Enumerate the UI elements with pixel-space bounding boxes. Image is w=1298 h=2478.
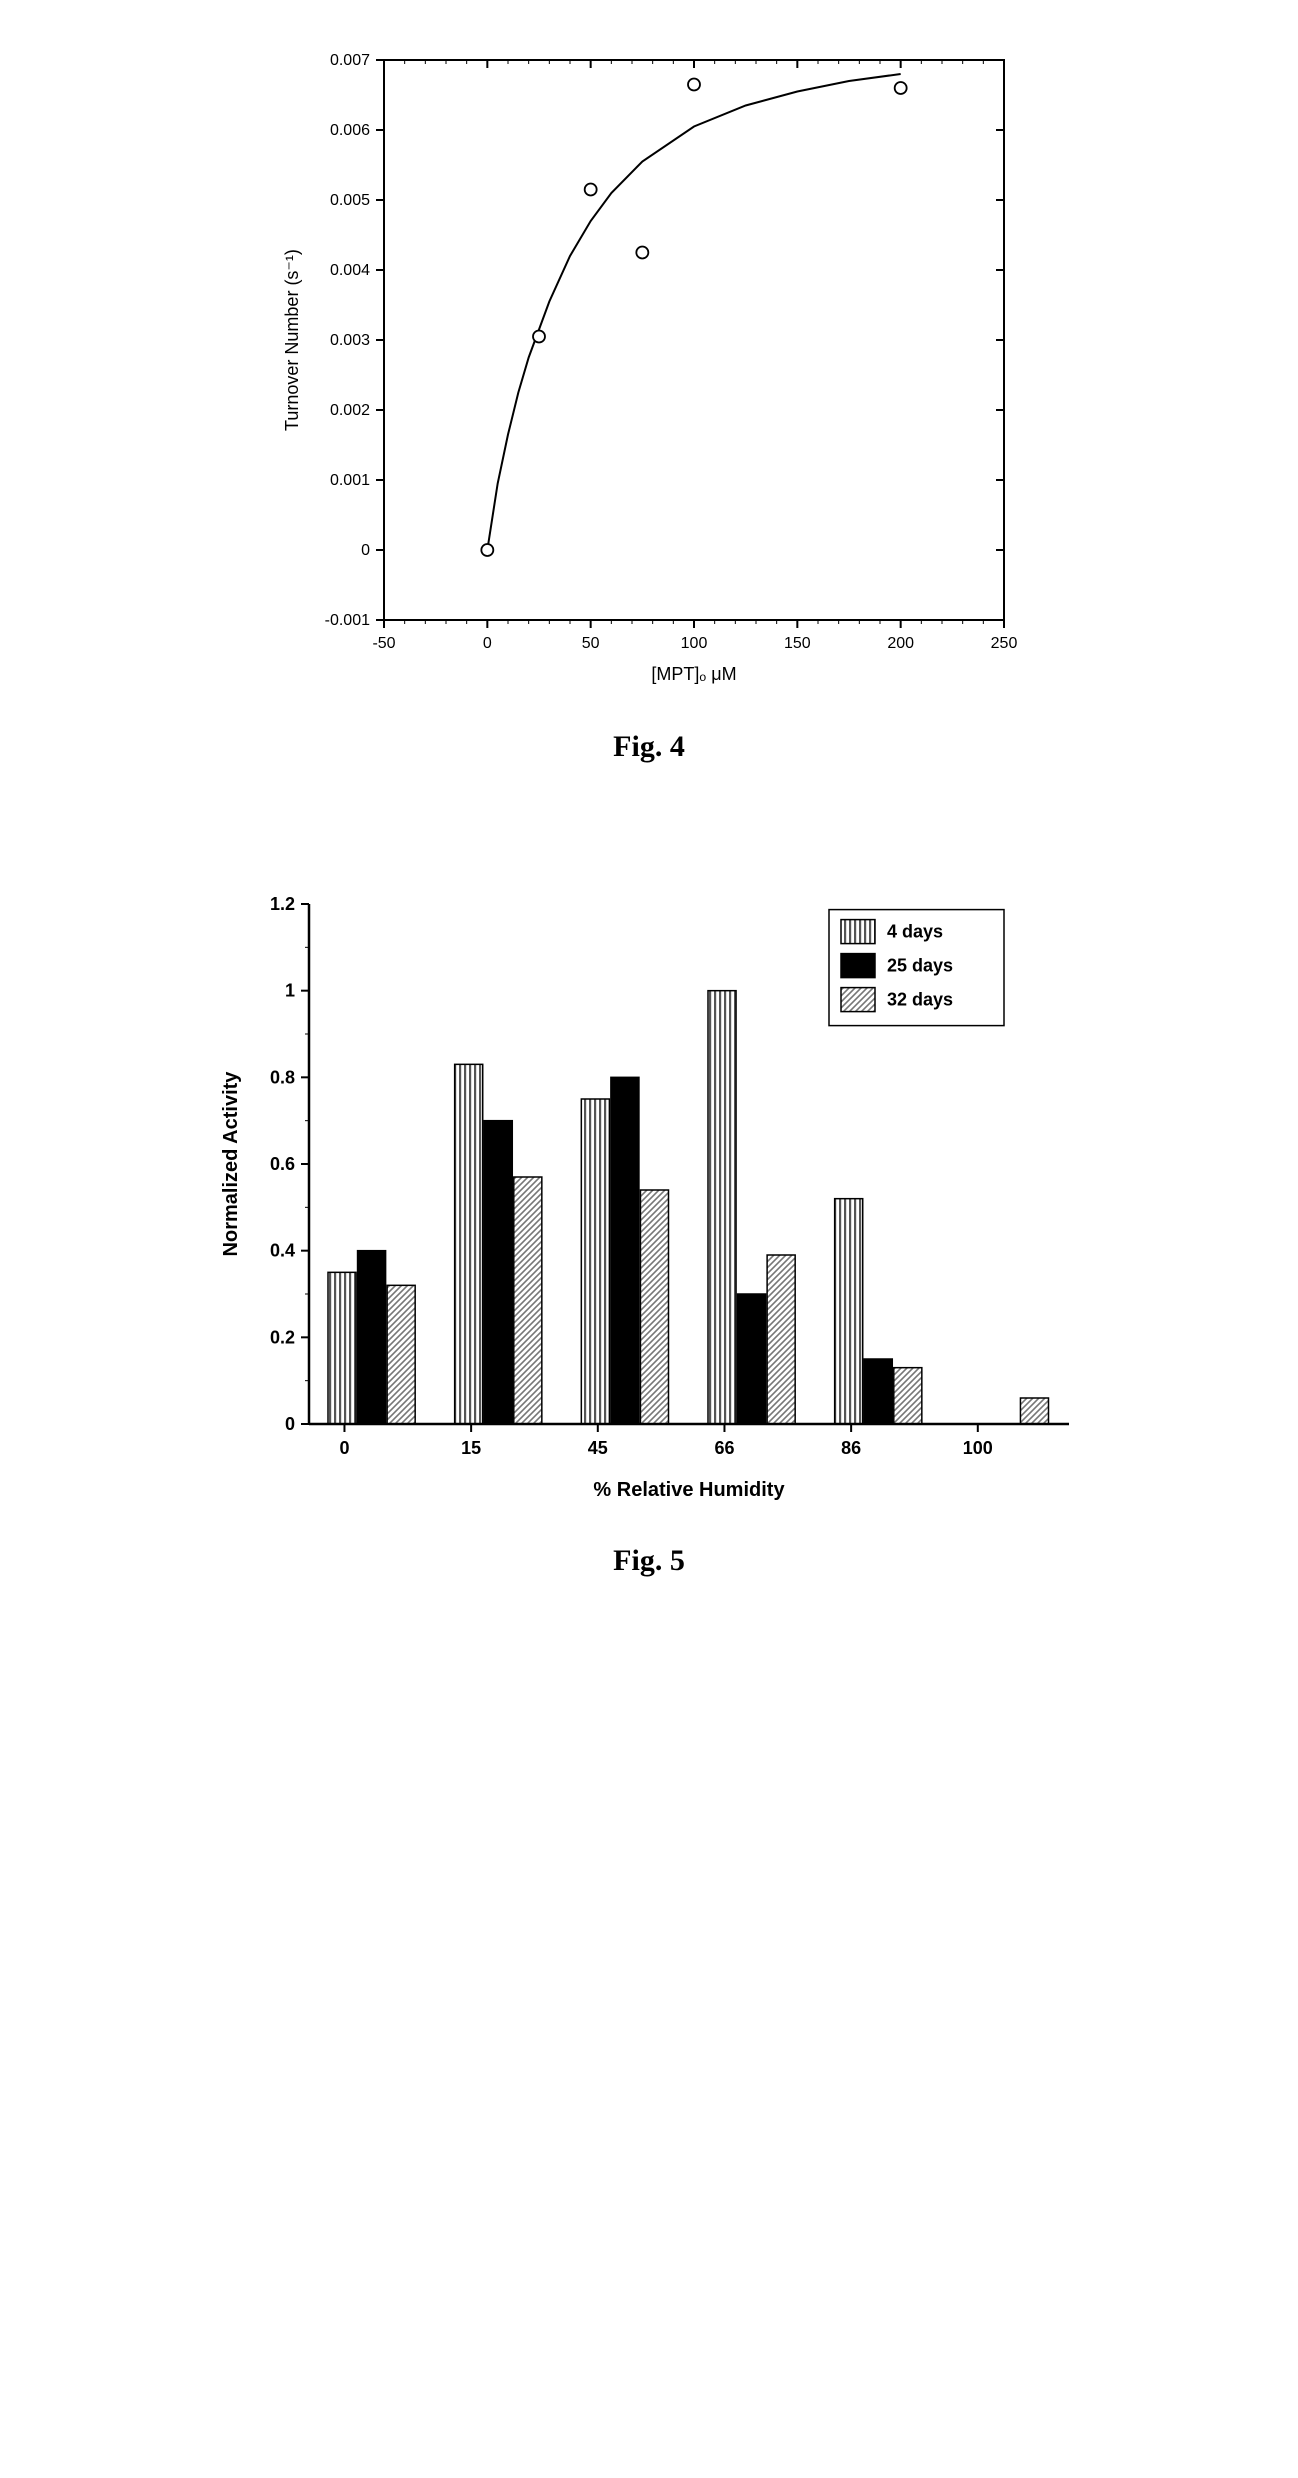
svg-text:0.006: 0.006 [330,122,370,139]
svg-text:66: 66 [714,1438,734,1458]
bar [767,1255,795,1424]
bar [455,1064,483,1424]
bar [894,1368,922,1424]
svg-text:1.2: 1.2 [270,894,295,914]
svg-text:Turnover Number (s⁻¹): Turnover Number (s⁻¹) [282,249,302,431]
fig4-chart: -50 0 50 100 150 200 250 -0.001 0 0.001 0.002 0.003… [274,40,1024,700]
bar [611,1077,639,1424]
bar [1020,1398,1048,1424]
svg-text:0: 0 [285,1414,295,1434]
svg-text:45: 45 [588,1438,608,1458]
svg-text:250: 250 [991,635,1018,652]
bar [738,1294,766,1424]
bar [708,991,736,1424]
bar [581,1099,609,1424]
figure-4: -50 0 50 100 150 200 250 -0.001 0 0.001 0.002 0.003… [274,40,1024,764]
bar [514,1177,542,1424]
svg-text:0.005: 0.005 [330,192,370,209]
scatter-point [895,82,907,94]
svg-text:0: 0 [361,542,370,559]
svg-text:-50: -50 [372,635,395,652]
legend-label: 4 days [887,922,943,942]
legend-label: 32 days [887,990,953,1010]
fig4-caption: Fig. 4 [613,730,685,764]
svg-text:% Relative Humidity: % Relative Humidity [593,1479,785,1501]
scatter-point [533,331,545,343]
svg-text:15: 15 [461,1438,481,1458]
svg-text:[MPT]ₒ μM: [MPT]ₒ μM [651,664,736,684]
svg-text:86: 86 [841,1438,861,1458]
svg-text:-0.001: -0.001 [325,612,370,629]
svg-text:0.007: 0.007 [330,52,370,69]
svg-text:0: 0 [339,1438,349,1458]
figure-5: 0 0.2 0.4 0.6 0.8 1 1.2 0 15 45 66 86 100 % Relative … [209,884,1089,1578]
svg-text:150: 150 [784,635,811,652]
bar [387,1285,415,1424]
legend-swatch [841,920,875,944]
svg-text:0.4: 0.4 [270,1241,295,1261]
svg-text:0.003: 0.003 [330,332,370,349]
scatter-point [585,184,597,196]
svg-text:200: 200 [887,635,914,652]
svg-text:0.001: 0.001 [330,472,370,489]
svg-text:100: 100 [681,635,708,652]
legend-label: 25 days [887,956,953,976]
bar [864,1359,892,1424]
scatter-point [481,544,493,556]
fig5-chart: 0 0.2 0.4 0.6 0.8 1 1.2 0 15 45 66 86 100 % Relative … [209,884,1089,1514]
bar [484,1121,512,1424]
bar [328,1272,356,1424]
bar [358,1251,386,1424]
svg-text:0.002: 0.002 [330,402,370,419]
legend-swatch [841,954,875,978]
fig5-caption: Fig. 5 [613,1544,685,1578]
svg-text:0.004: 0.004 [330,262,370,279]
legend-swatch [841,988,875,1012]
bar [835,1199,863,1424]
svg-text:0.8: 0.8 [270,1067,295,1087]
svg-text:0.6: 0.6 [270,1154,295,1174]
scatter-point [636,247,648,259]
svg-text:50: 50 [582,635,600,652]
svg-text:0.2: 0.2 [270,1327,295,1347]
svg-text:Normalized Activity: Normalized Activity [220,1071,242,1257]
svg-text:1: 1 [285,981,295,1001]
bar [640,1190,668,1424]
svg-text:100: 100 [963,1438,993,1458]
svg-text:0: 0 [483,635,492,652]
scatter-point [688,79,700,91]
